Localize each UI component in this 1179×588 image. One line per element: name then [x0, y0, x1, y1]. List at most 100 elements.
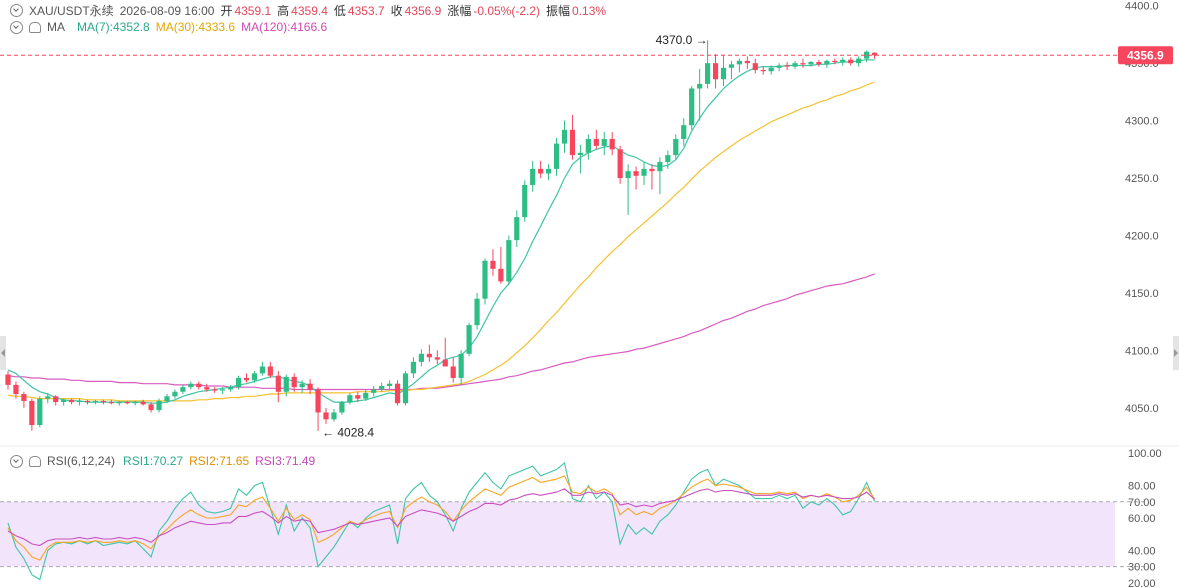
candle-up[interactable]	[514, 217, 520, 241]
candle-down[interactable]	[490, 260, 496, 269]
candle-up[interactable]	[705, 63, 711, 84]
candle-down[interactable]	[21, 394, 27, 401]
candle-down[interactable]	[108, 402, 114, 404]
collapse-chevron-icon[interactable]	[10, 4, 23, 17]
candle-up[interactable]	[164, 396, 170, 401]
candle-down[interactable]	[323, 412, 329, 420]
candle-down[interactable]	[816, 62, 822, 65]
candle-up[interactable]	[506, 240, 512, 282]
candle-down[interactable]	[800, 63, 806, 65]
candle-up[interactable]	[553, 143, 560, 169]
candle-down[interactable]	[752, 63, 758, 71]
candle-down[interactable]	[315, 389, 321, 413]
candle-up[interactable]	[673, 139, 679, 156]
candle-up[interactable]	[776, 65, 782, 68]
candle-up[interactable]	[379, 386, 385, 390]
candle-up[interactable]	[363, 392, 369, 399]
candle-down[interactable]	[148, 404, 154, 411]
candle-down[interactable]	[426, 353, 432, 358]
candle-up[interactable]	[792, 63, 798, 67]
candle-down[interactable]	[848, 59, 854, 64]
candle-down[interactable]	[275, 375, 281, 392]
collapse-chevron-icon[interactable]	[10, 20, 23, 34]
candle-down[interactable]	[442, 359, 448, 367]
candle-up[interactable]	[728, 64, 735, 68]
candle-up[interactable]	[228, 387, 234, 390]
candle-up[interactable]	[681, 125, 687, 140]
candle-up[interactable]	[697, 83, 703, 89]
candle-up[interactable]	[577, 152, 583, 156]
candle-down[interactable]	[267, 366, 273, 376]
candle-up[interactable]	[371, 389, 377, 393]
candle-up[interactable]	[299, 383, 305, 388]
candle-up[interactable]	[251, 373, 258, 381]
candle-up[interactable]	[641, 168, 647, 176]
candle-up[interactable]	[482, 260, 488, 299]
scroll-left-handle[interactable]	[0, 336, 6, 370]
candle-down[interactable]	[5, 374, 11, 385]
candle-up[interactable]	[259, 366, 265, 374]
candle-down[interactable]	[53, 396, 59, 403]
candle-down[interactable]	[204, 387, 210, 390]
candle-down[interactable]	[29, 400, 35, 426]
candle-down[interactable]	[760, 70, 766, 72]
candle-up[interactable]	[172, 391, 178, 397]
candle-down[interactable]	[784, 65, 790, 67]
candle-down[interactable]	[649, 168, 655, 172]
candle-up[interactable]	[657, 161, 663, 172]
candle-down[interactable]	[871, 52, 878, 56]
candle-up[interactable]	[331, 412, 337, 420]
candle-down[interactable]	[212, 389, 218, 391]
candle-up[interactable]	[92, 400, 99, 403]
candle-up[interactable]	[561, 129, 568, 144]
candle-up[interactable]	[180, 387, 186, 392]
candle-down[interactable]	[617, 149, 623, 179]
candle-down[interactable]	[196, 383, 202, 388]
candle-up[interactable]	[530, 168, 536, 185]
candle-down[interactable]	[609, 139, 615, 150]
candle-down[interactable]	[569, 129, 576, 156]
candle-down[interactable]	[498, 268, 504, 282]
visibility-icon[interactable]	[29, 455, 41, 467]
scroll-right-handle[interactable]	[1173, 336, 1179, 370]
candle-down[interactable]	[593, 139, 599, 146]
candle-up[interactable]	[37, 398, 43, 426]
candle-up[interactable]	[188, 383, 194, 388]
candle-up[interactable]	[418, 353, 424, 362]
candle-up[interactable]	[824, 60, 830, 65]
candle-up[interactable]	[720, 67, 727, 80]
candle-up[interactable]	[689, 88, 695, 126]
candle-up[interactable]	[864, 51, 870, 59]
candle-down[interactable]	[434, 357, 440, 360]
candle-up[interactable]	[546, 168, 552, 174]
candle-up[interactable]	[768, 67, 774, 72]
candle-up[interactable]	[474, 298, 480, 326]
candle-up[interactable]	[283, 376, 289, 392]
candle-up[interactable]	[156, 400, 162, 411]
candle-up[interactable]	[61, 399, 67, 403]
candle-up[interactable]	[601, 139, 607, 146]
candle-down[interactable]	[100, 400, 106, 403]
candle-up[interactable]	[585, 139, 591, 153]
candle-down[interactable]	[744, 60, 750, 64]
candle-up[interactable]	[665, 155, 671, 162]
candle-up[interactable]	[522, 184, 528, 218]
candle-up[interactable]	[220, 389, 226, 391]
candle-up[interactable]	[840, 59, 846, 63]
candle-down[interactable]	[69, 399, 75, 403]
candle-down[interactable]	[291, 376, 297, 388]
candle-up[interactable]	[45, 396, 51, 399]
visibility-icon[interactable]	[29, 21, 41, 33]
candle-up[interactable]	[402, 373, 409, 404]
candle-down[interactable]	[394, 383, 401, 404]
candle-down[interactable]	[13, 384, 19, 395]
candle-down[interactable]	[307, 383, 313, 390]
candle-down[interactable]	[832, 60, 838, 63]
candle-down[interactable]	[538, 168, 544, 174]
candle-down[interactable]	[450, 366, 456, 378]
candle-up[interactable]	[347, 395, 353, 403]
candle-up[interactable]	[235, 377, 242, 388]
candle-down[interactable]	[712, 63, 719, 80]
candle-down[interactable]	[140, 402, 146, 405]
candle-up[interactable]	[116, 402, 122, 404]
